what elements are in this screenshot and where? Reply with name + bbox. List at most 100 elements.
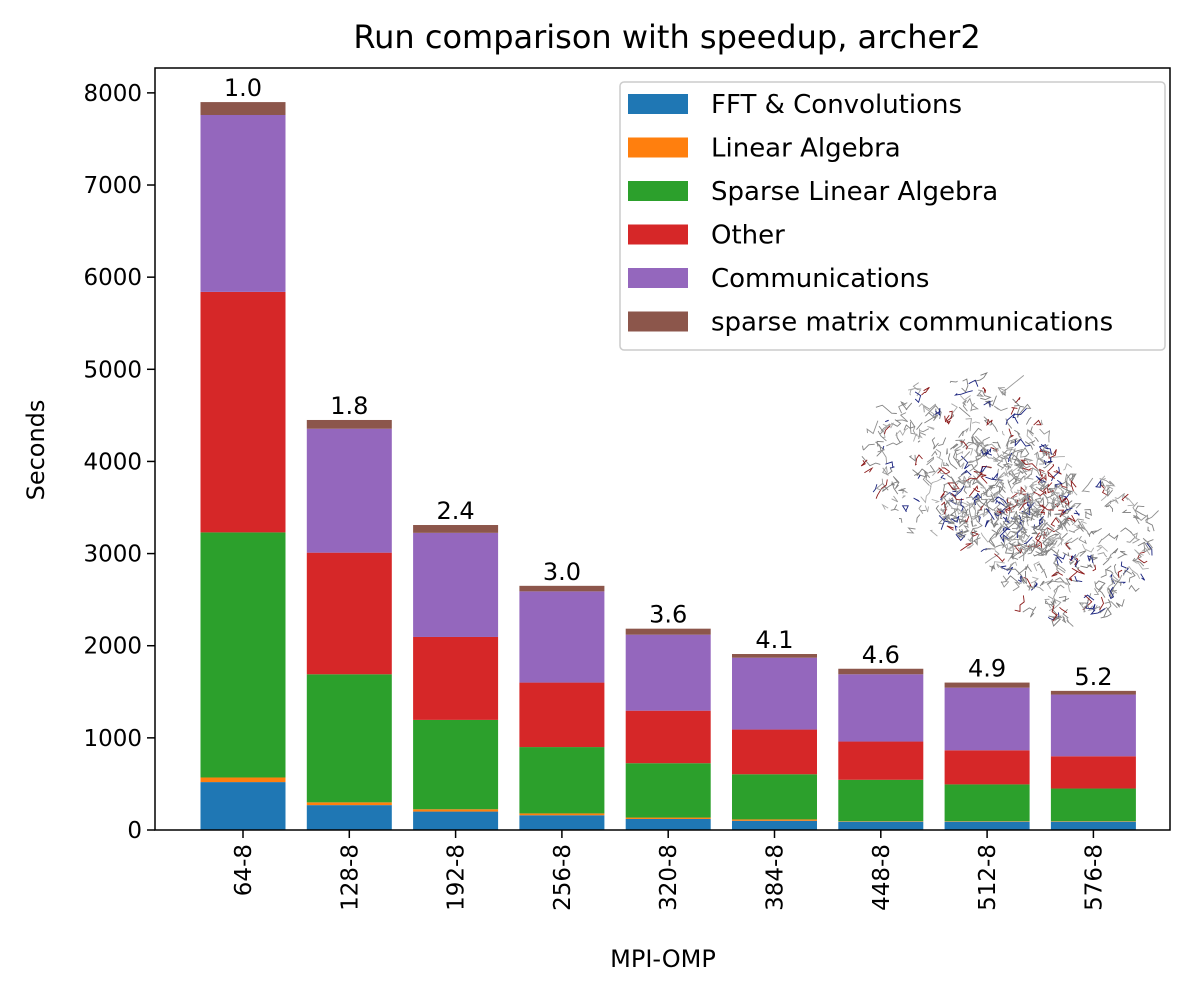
x-axis-label: MPI-OMP xyxy=(610,945,716,973)
bar-segment-4-192-8 xyxy=(413,636,499,720)
protein-bond xyxy=(968,508,974,527)
protein-bond xyxy=(1050,517,1060,527)
bar-segment-1-448-8 xyxy=(838,821,924,830)
protein-bond xyxy=(954,525,958,531)
protein-bond xyxy=(1039,504,1046,516)
protein-bond xyxy=(939,509,950,519)
protein-bond xyxy=(953,449,964,456)
protein-bond xyxy=(1111,548,1119,555)
protein-bond xyxy=(875,404,897,414)
protein-bond xyxy=(982,387,986,394)
x-tick-label: 128-8 xyxy=(337,844,363,911)
bars-layer xyxy=(200,102,1136,830)
protein-bond xyxy=(952,485,965,497)
bar-segment-2-128-8 xyxy=(306,802,392,806)
protein-bond xyxy=(1050,599,1056,606)
bar-segment-4-128-8 xyxy=(306,552,392,675)
protein-bond xyxy=(1020,447,1030,458)
protein-bond xyxy=(1021,465,1032,473)
protein-bond xyxy=(942,496,951,506)
protein-bond xyxy=(1010,542,1021,547)
protein-bond xyxy=(1047,482,1053,488)
legend-swatch xyxy=(628,268,688,288)
protein-bond xyxy=(1008,568,1026,583)
protein-bond xyxy=(946,525,954,531)
protein-bond xyxy=(972,481,985,488)
protein-bond xyxy=(940,520,952,530)
protein-bond xyxy=(1134,549,1144,556)
protein-bond xyxy=(985,548,996,551)
protein-bond xyxy=(985,447,992,456)
protein-bond xyxy=(1074,575,1083,583)
protein-bond xyxy=(916,514,921,523)
protein-bond xyxy=(1115,498,1119,504)
protein-bond xyxy=(875,479,888,499)
protein-bond xyxy=(1099,483,1109,496)
protein-bond xyxy=(1002,463,1010,470)
protein-bond xyxy=(968,485,979,497)
bar-segment-6-512-8 xyxy=(944,682,1030,688)
protein-bond xyxy=(1014,463,1023,470)
protein-bond xyxy=(966,538,974,549)
protein-bond xyxy=(958,430,964,438)
protein-bond xyxy=(1002,448,1016,456)
protein-bond xyxy=(1019,470,1024,475)
protein-bond xyxy=(1014,516,1027,524)
x-tick-label: 448-8 xyxy=(869,844,895,911)
protein-bond xyxy=(996,462,1004,469)
protein-bond xyxy=(1029,610,1035,618)
y-tick-label: 5000 xyxy=(83,357,142,383)
protein-bond xyxy=(993,561,1005,568)
protein-bond xyxy=(938,437,947,447)
protein-bond xyxy=(1008,428,1015,439)
protein-bond xyxy=(914,391,922,404)
bar-segment-1-512-8 xyxy=(944,821,1030,830)
bar-segment-4-576-8 xyxy=(1050,756,1136,789)
legend-entry-label: Linear Algebra xyxy=(711,134,901,164)
protein-bond xyxy=(1033,561,1040,572)
protein-bond xyxy=(1005,516,1022,525)
speedup-label: 4.6 xyxy=(862,641,900,669)
bar-segment-5-320-8 xyxy=(625,634,711,711)
protein-bond xyxy=(1017,541,1026,559)
protein-bond xyxy=(1039,468,1045,479)
protein-bond xyxy=(965,502,973,508)
protein-bond xyxy=(1143,542,1146,552)
bar-segment-5-384-8 xyxy=(732,657,817,730)
protein-bond xyxy=(995,507,1003,511)
protein-bond xyxy=(1040,532,1048,552)
protein-bond xyxy=(957,451,971,463)
protein-bond xyxy=(1044,598,1052,609)
protein-bond xyxy=(1016,503,1023,509)
protein-bond xyxy=(1065,577,1078,586)
protein-bond xyxy=(1055,496,1068,505)
protein-bond xyxy=(1078,535,1087,545)
protein-bond xyxy=(1085,511,1090,520)
protein-bond xyxy=(984,395,997,407)
protein-bond xyxy=(1054,577,1067,585)
protein-bond xyxy=(942,515,949,519)
protein-bond xyxy=(1053,553,1066,560)
protein-bond xyxy=(1056,549,1060,558)
protein-bond xyxy=(976,509,983,516)
protein-bond xyxy=(860,459,868,467)
protein-bond xyxy=(1030,523,1043,531)
protein-bond xyxy=(949,507,958,521)
protein-bond xyxy=(969,534,977,544)
protein-bond xyxy=(935,448,942,458)
protein-bond xyxy=(1024,536,1033,545)
protein-bond xyxy=(1053,585,1059,604)
protein-bond xyxy=(972,520,983,535)
protein-bond xyxy=(1018,534,1025,541)
y-tick-label: 6000 xyxy=(83,265,142,291)
protein-bond xyxy=(958,518,967,525)
protein-bond xyxy=(920,485,932,504)
speedup-label: 5.2 xyxy=(1074,663,1112,691)
protein-bond xyxy=(1067,514,1076,522)
protein-bond xyxy=(861,456,881,467)
protein-bond xyxy=(1089,608,1106,615)
protein-bond xyxy=(1140,573,1146,581)
protein-bond xyxy=(1048,615,1062,627)
protein-bond xyxy=(1005,534,1021,541)
protein-bond xyxy=(912,382,919,391)
